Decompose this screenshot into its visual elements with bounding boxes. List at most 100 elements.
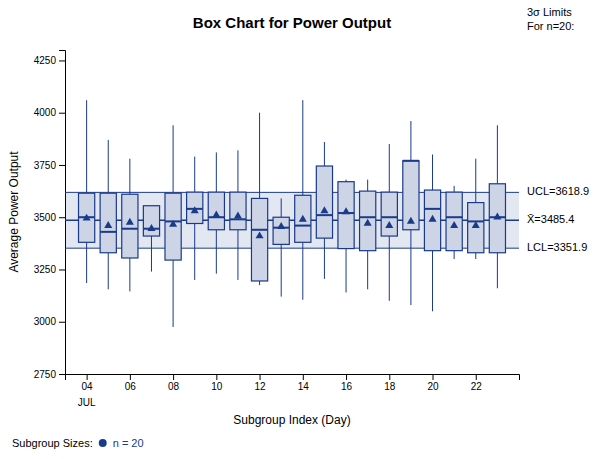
box (122, 159, 138, 292)
box-median (295, 225, 311, 227)
box-mean (450, 221, 458, 228)
whisker-lower (259, 281, 260, 285)
box-mean (126, 218, 134, 225)
y-tick-mark (59, 374, 65, 375)
box (424, 155, 440, 312)
box-fill (79, 193, 95, 242)
whisker-upper (475, 159, 476, 203)
box-fill (230, 192, 246, 230)
box-mean (320, 206, 328, 213)
x-tick-label: 12 (255, 381, 267, 392)
box-median (381, 216, 397, 218)
x-tick-mark (87, 374, 88, 380)
box-fill (273, 217, 289, 244)
x-tick-label: 20 (427, 381, 439, 392)
box-fill (143, 206, 159, 236)
box-fill (446, 192, 462, 251)
x-tick-mark (216, 374, 217, 380)
x-tick-label: 18 (384, 381, 396, 392)
x-tick: 14 (298, 374, 310, 392)
box-body (360, 191, 376, 251)
box-body (79, 193, 95, 242)
y-tick-label: 4000 (34, 107, 57, 118)
box-mean (147, 224, 155, 231)
x-tick-mark (346, 374, 347, 380)
whisker-lower (410, 230, 411, 305)
control-label: UCL=3618.9 (527, 185, 589, 197)
box-fill (424, 190, 440, 251)
box-fill (187, 192, 203, 223)
legend-symbol (99, 439, 107, 447)
box (251, 113, 267, 285)
y-tick: 3750 (34, 160, 65, 171)
box-body (381, 192, 397, 236)
x-tick: 08 (168, 374, 180, 392)
x-tick: 18 (384, 374, 396, 392)
box-mean (212, 210, 220, 217)
whisker-upper (432, 155, 433, 191)
box-mean (299, 215, 307, 222)
plot-area (65, 100, 519, 327)
box-median (122, 228, 138, 230)
box-median (360, 216, 376, 218)
box-body (187, 192, 203, 223)
box (360, 180, 376, 290)
box-mean (385, 221, 393, 228)
whisker-upper (454, 186, 455, 192)
whisker-lower (194, 223, 195, 279)
x-tick-label: 14 (298, 381, 310, 392)
whisker-lower (108, 253, 109, 290)
x-tick: 16 (341, 374, 353, 392)
whisker-upper (410, 121, 411, 161)
whisker-lower (346, 249, 347, 293)
box (79, 100, 95, 283)
box-mean (191, 206, 199, 213)
whisker-lower (497, 253, 498, 289)
x-axis-title: Subgroup Index (Day) (233, 413, 350, 427)
box-body (468, 203, 484, 253)
y-tick-mark (59, 113, 65, 114)
whisker-upper (129, 159, 130, 195)
box-body (100, 193, 116, 253)
box (230, 150, 246, 280)
box-body (251, 198, 267, 281)
whisker-lower (454, 251, 455, 259)
box-mean (277, 222, 285, 229)
x-tick-mark (173, 374, 174, 380)
control-label: X̄=3485.4 (527, 213, 574, 225)
control-label: LCL=3351.9 (527, 241, 587, 253)
x-tick: 06 (125, 374, 137, 392)
box-mean (83, 214, 91, 221)
box-fill (468, 203, 484, 253)
x-tick-label: 10 (211, 381, 223, 392)
x-axis: 04060810121416182022 (66, 374, 520, 392)
chart-svg: 0406081012141618202227503000325035003750… (0, 0, 614, 459)
box-body (489, 184, 505, 253)
x-tick-mark (433, 374, 434, 380)
annotation: n = 20 (113, 437, 144, 449)
y-tick-label: 3500 (34, 212, 57, 223)
whisker-lower (324, 238, 325, 279)
whisker-lower (216, 230, 217, 274)
box (468, 159, 484, 259)
box-median (424, 208, 440, 210)
box-mean (104, 221, 112, 228)
y-tick-label: 4250 (34, 55, 57, 66)
x-tick: 22 (471, 374, 483, 392)
box-fill (338, 182, 354, 249)
whisker-upper (497, 125, 498, 184)
whisker-lower (129, 258, 130, 291)
annotation: For n=20: (527, 20, 574, 32)
y-tick-mark (59, 269, 65, 270)
x-tick-mark (389, 374, 390, 380)
whisker-lower (302, 242, 303, 299)
box (100, 140, 116, 289)
whisker-upper (216, 152, 217, 192)
box-fill (381, 192, 397, 236)
whisker-lower (86, 242, 87, 283)
box-body (165, 193, 181, 260)
box-mean (234, 212, 242, 219)
x-tick: 12 (255, 374, 267, 392)
box-fill (165, 193, 181, 260)
y-tick-mark (59, 217, 65, 218)
